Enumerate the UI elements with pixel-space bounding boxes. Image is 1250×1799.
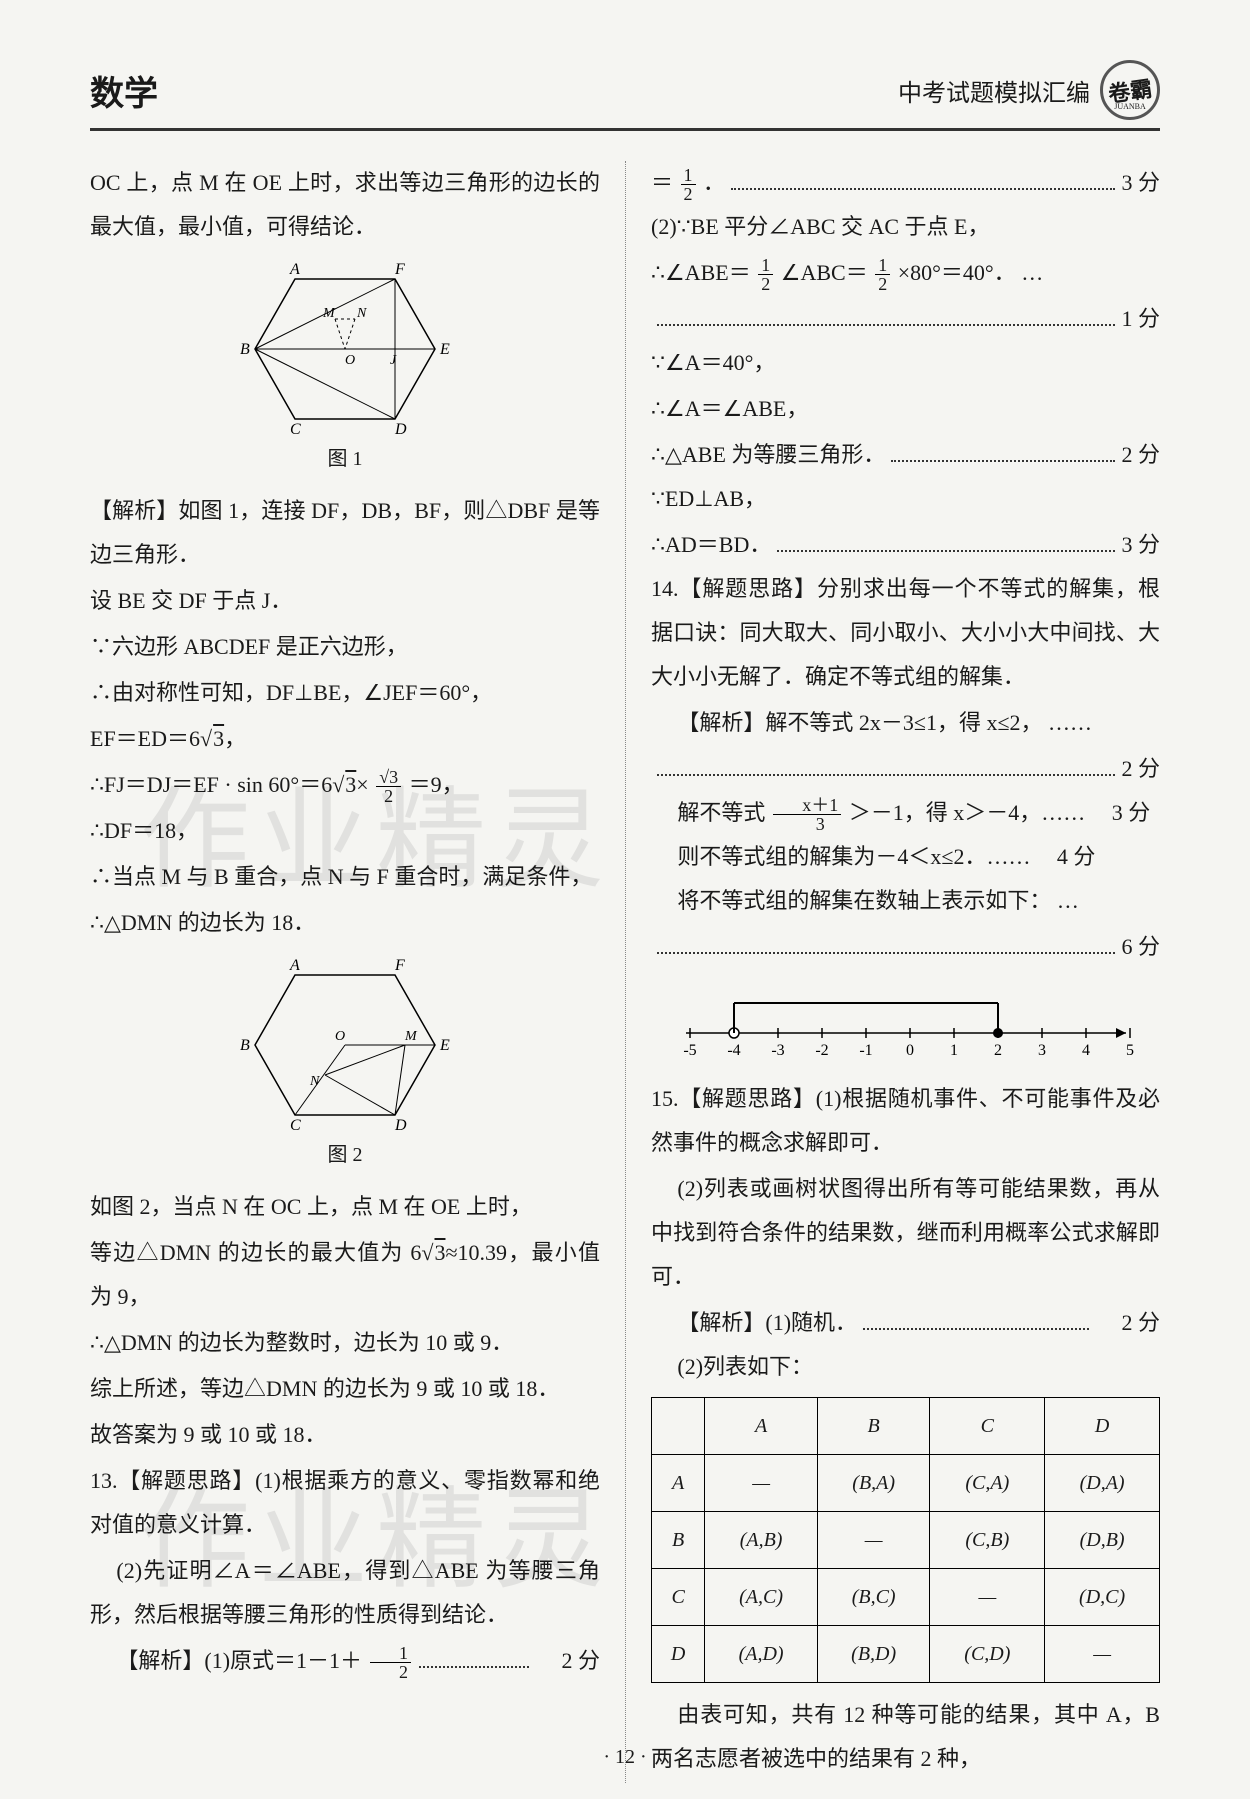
svg-text:O: O	[345, 353, 355, 368]
body-text: ∴FJ＝DJ＝EF · sin 60°＝6√3× √32 ＝9，	[90, 763, 600, 807]
svg-text:A: A	[289, 261, 300, 278]
body-text: 设 BE 交 DF 于点 J．	[90, 579, 600, 623]
figure-1-caption: 图 1	[328, 439, 363, 479]
scored-line: 【解析】(1)随机．2 分	[651, 1301, 1160, 1345]
body-text: (2)列表或画树状图得出所有等可能结果数，再从中找到符合条件的结果数，继而利用概…	[651, 1167, 1160, 1299]
body-text: (2)先证明∠A＝∠ABE，得到△ABE 为等腰三角形，然后根据等腰三角形的性质…	[90, 1549, 600, 1637]
probability-table: ABCD A—(B,A)(C,A)(D,A)B(A,B)—(C,B)(D,B)C…	[651, 1397, 1160, 1683]
svg-text:M: M	[322, 306, 336, 321]
svg-text:J: J	[390, 353, 397, 368]
scored-line: 解不等式 x＋13 ＞－1，得 x＞－4，…… 3 分	[651, 791, 1160, 835]
body-text: 【解析】如图 1，连接 DF，DB，BF，则△DBF 是等边三角形．	[90, 489, 600, 577]
header-right: 中考试题模拟汇编 卷霸 JUANBA	[898, 60, 1160, 120]
body-text: ∴△DMN 的边长为整数时，边长为 10 或 9．	[90, 1321, 600, 1365]
series-title: 中考试题模拟汇编	[898, 73, 1090, 108]
figure-2-caption: 图 2	[328, 1135, 363, 1175]
scored-line: 则不等式组的解集为－4＜x≤2．…… 4 分	[651, 835, 1160, 879]
svg-text:0: 0	[906, 1042, 914, 1059]
scored-line: ∴AD＝BD．3 分	[651, 523, 1160, 567]
svg-text:-3: -3	[771, 1042, 784, 1059]
body-text: 将不等式组的解集在数轴上表示如下： …	[651, 879, 1160, 923]
svg-text:-5: -5	[683, 1042, 696, 1059]
svg-text:B: B	[240, 341, 250, 358]
scored-line: 1 分	[651, 297, 1160, 341]
svg-text:5: 5	[1126, 1042, 1134, 1059]
body-text: ∵ED⊥AB，	[651, 477, 1160, 521]
body-text: 如图 2，当点 N 在 OC 上，点 M 在 OE 上时，	[90, 1185, 600, 1229]
body-text: 等边△DMN 的边长的最大值为 6√3≈10.39，最小值为 9，	[90, 1231, 600, 1319]
svg-text:D: D	[394, 1117, 407, 1134]
scored-line: 【解析】(1)原式＝1－1＋ 12 2 分	[90, 1639, 600, 1683]
svg-text:D: D	[394, 421, 407, 438]
svg-text:4: 4	[1082, 1042, 1090, 1059]
svg-text:C: C	[290, 1117, 301, 1134]
page-footer: · 12 ·	[0, 1746, 1250, 1769]
body-text: ∴△DMN 的边长为 18．	[90, 901, 600, 945]
svg-text:E: E	[439, 341, 450, 358]
svg-text:-4: -4	[727, 1042, 740, 1059]
body-text: ∴由对称性可知，DF⊥BE，∠JEF＝60°，	[90, 671, 600, 715]
logo-sub: JUANBA	[1114, 102, 1146, 111]
figure-1: A F E D C B M N O J 图 1	[90, 259, 600, 479]
body-text: ∵六边形 ABCDEF 是正六边形，	[90, 625, 600, 669]
problem-14-heading: 14.【解题思路】分别求出每一个不等式的解集，根据口诀：同大取大、同小取小、大小…	[651, 567, 1160, 699]
svg-text:O: O	[335, 1029, 345, 1044]
logo-badge: 卷霸 JUANBA	[1100, 60, 1160, 120]
problem-15-heading: 15.【解题思路】(1)根据随机事件、不可能事件及必然事件的概念求解即可．	[651, 1077, 1160, 1165]
svg-text:3: 3	[1038, 1042, 1046, 1059]
scored-line: ∴△ABE 为等腰三角形．2 分	[651, 433, 1160, 477]
scored-line: 6 分	[651, 925, 1160, 969]
svg-text:-1: -1	[859, 1042, 872, 1059]
body-text: (2)∵BE 平分∠ABC 交 AC 于点 E，	[651, 205, 1160, 249]
svg-text:A: A	[289, 957, 300, 974]
body-text: (2)列表如下：	[651, 1345, 1160, 1389]
subject-title: 数学	[90, 66, 158, 115]
body-text: 综上所述，等边△DMN 的边长为 9 或 10 或 18．	[90, 1367, 600, 1411]
svg-text:F: F	[394, 957, 405, 974]
svg-text:B: B	[240, 1037, 250, 1054]
problem-13-heading: 13.【解题思路】(1)根据乘方的意义、零指数幂和绝对值的意义计算．	[90, 1459, 600, 1547]
scored-line: ＝ 12 ． 3 分	[651, 161, 1160, 205]
svg-text:2: 2	[994, 1042, 1002, 1059]
column-right: ＝ 12 ． 3 分 (2)∵BE 平分∠ABC 交 AC 于点 E， ∴∠AB…	[625, 161, 1160, 1783]
body-text: ∴∠A＝∠ABE，	[651, 387, 1160, 431]
svg-text:1: 1	[950, 1042, 958, 1059]
body-text: ∴DF＝18，	[90, 809, 600, 853]
body-text: 故答案为 9 或 10 或 18．	[90, 1413, 600, 1457]
page-header: 数学 中考试题模拟汇编 卷霸 JUANBA	[90, 60, 1160, 131]
figure-2: A F E D C B O M N 图 2	[90, 955, 600, 1175]
hexagon-figure-2: A F E D C B O M N	[235, 955, 455, 1135]
column-left: OC 上，点 M 在 OE 上时，求出等边三角形的边长的最大值，最小值，可得结论…	[90, 161, 625, 1783]
svg-text:N: N	[309, 1074, 320, 1089]
svg-text:E: E	[439, 1037, 450, 1054]
svg-text:F: F	[394, 261, 405, 278]
body-text: ∴当点 M 与 B 重合，点 N 与 F 重合时，满足条件，	[90, 855, 600, 899]
svg-text:-2: -2	[815, 1042, 828, 1059]
hexagon-figure-1: A F E D C B M N O J	[235, 259, 455, 439]
svg-text:C: C	[290, 421, 301, 438]
body-text: OC 上，点 M 在 OE 上时，求出等边三角形的边长的最大值，最小值，可得结论…	[90, 161, 600, 249]
svg-text:M: M	[404, 1029, 418, 1044]
number-line: -5 -4 -3 -2 -1 0 1 2 3 4 5	[651, 983, 1160, 1063]
svg-text:N: N	[356, 306, 367, 321]
scored-line: 2 分	[651, 747, 1160, 791]
two-column-layout: OC 上，点 M 在 OE 上时，求出等边三角形的边长的最大值，最小值，可得结论…	[90, 161, 1160, 1783]
body-text: 【解析】解不等式 2x－3≤1，得 x≤2， ……	[651, 701, 1160, 745]
body-text: ∵∠A＝40°，	[651, 341, 1160, 385]
body-text: EF＝ED＝6√3，	[90, 717, 600, 761]
body-text: ∴∠ABE＝ 12 ∠ABC＝ 12 ×80°＝40°． …	[651, 251, 1160, 295]
